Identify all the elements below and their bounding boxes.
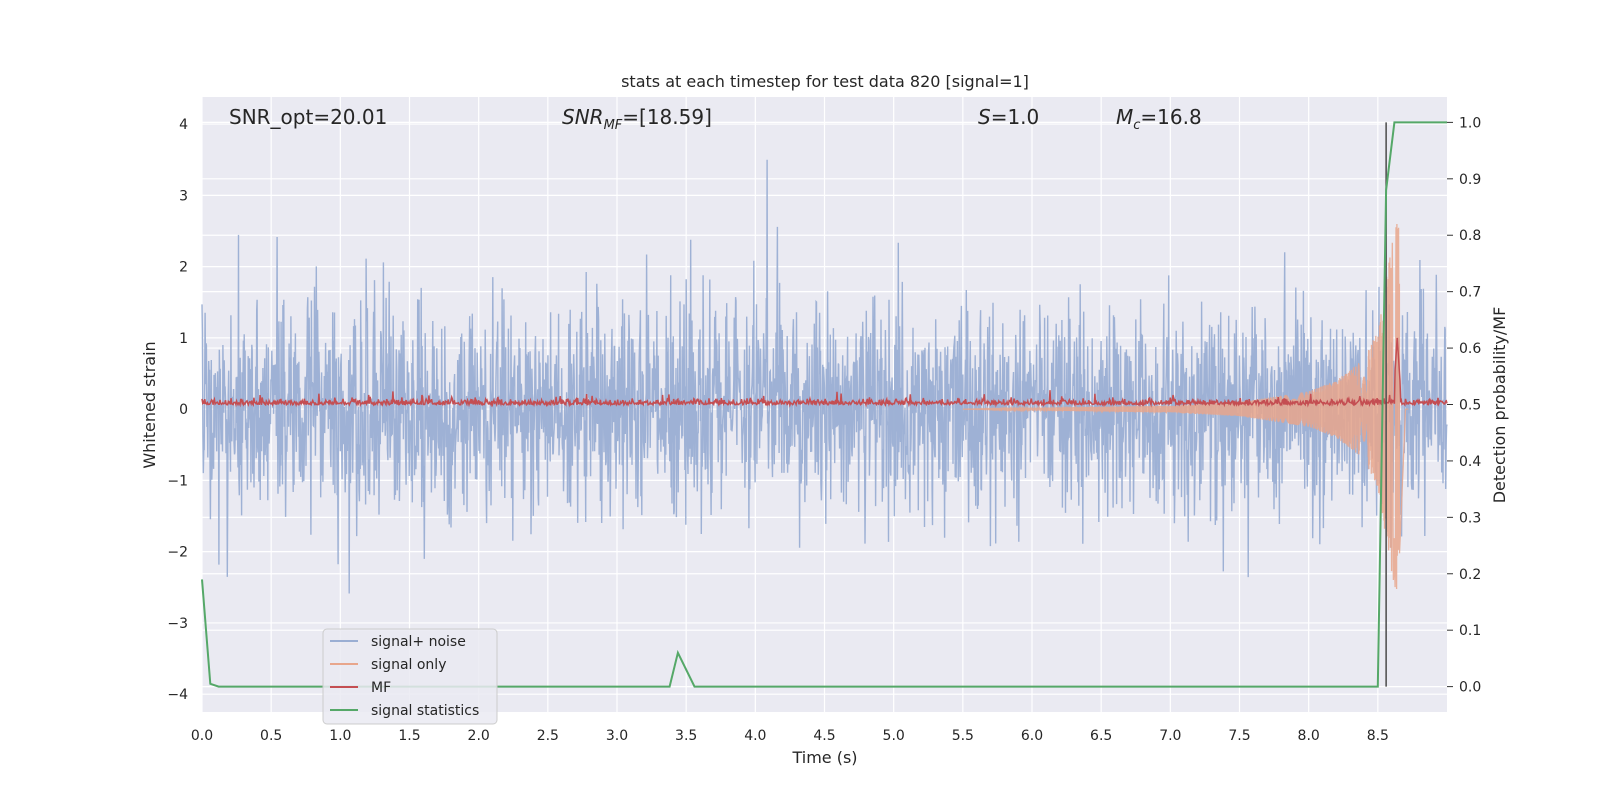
y-right-tick-label: 0.9 [1459, 172, 1481, 188]
snr-mf-rest: =[18.59] [622, 105, 712, 129]
legend-label: MF [371, 680, 391, 696]
chart-title: stats at each timestep for test data 820… [621, 72, 1029, 91]
series-signal-plus-noise [201, 159, 1448, 594]
x-tick-label: 0.0 [191, 728, 213, 744]
snr-mf-sub: MF [604, 118, 623, 133]
x-tick-label: 2.0 [468, 728, 490, 744]
y-right-tick-label: 0.2 [1459, 567, 1481, 583]
mc-sub: c [1133, 118, 1140, 133]
y-right-axis-ticks: 1.0 0.9 0.8 0.7 0.6 0.5 0.4 0.3 0.2 0.1 0.0 [1447, 115, 1481, 696]
series-mf [201, 337, 1448, 408]
x-tick-label: 6.5 [1090, 728, 1112, 744]
annotation-snr-opt: SNR_opt=20.01 [229, 105, 387, 129]
annotation-s: S=1.0 [978, 105, 1039, 129]
x-tick-label: 8.0 [1298, 728, 1320, 744]
signal-plus-noise-line [201, 159, 1448, 594]
legend: signal+ noise signal only MF signal statist… [322, 628, 498, 725]
x-axis-ticks: 0.0 0.5 1.0 1.5 2.0 2.5 3.0 3.5 4.0 4.5 5.0 5.5 6.0 6… [191, 728, 1389, 744]
y-right-tick-label: 0.8 [1459, 228, 1481, 244]
x-tick-label: 1.0 [329, 728, 351, 744]
annotation-snr-mf: SNRMF=[18.59] [562, 105, 712, 133]
y-right-axis-label: Detection probability/MF [1490, 307, 1509, 504]
series-signal-statistics [201, 121, 1447, 688]
legend-label: signal statistics [371, 703, 479, 719]
x-tick-label: 3.0 [606, 728, 628, 744]
x-tick-label: 3.5 [675, 728, 697, 744]
x-tick-label: 7.0 [1159, 728, 1181, 744]
y-left-tick-label: −2 [167, 545, 188, 561]
x-tick-label: 2.5 [537, 728, 559, 744]
y-left-tick-label: −3 [167, 616, 188, 632]
annotation-mc: Mc=16.8 [1116, 105, 1202, 133]
y-right-tick-label: 0.7 [1459, 285, 1481, 301]
y-right-tick-label: 0.1 [1459, 623, 1481, 639]
signal-only-line [962, 223, 1409, 590]
snr-mf-base: SNR [562, 105, 604, 129]
s-symbol: S [978, 105, 991, 129]
legend-box [322, 628, 498, 725]
y-right-tick-label: 0.4 [1459, 454, 1481, 470]
x-tick-label: 0.5 [260, 728, 282, 744]
legend-label: signal+ noise [371, 634, 466, 650]
x-tick-label: 5.0 [883, 728, 905, 744]
series-signal-only [962, 223, 1409, 590]
y-left-tick-label: 1 [179, 331, 188, 347]
y-right-tick-label: 0.5 [1459, 398, 1481, 414]
x-tick-label: 6.0 [1021, 728, 1043, 744]
y-left-tick-label: 4 [179, 117, 188, 133]
x-tick-label: 8.5 [1367, 728, 1389, 744]
x-tick-label: 7.5 [1228, 728, 1250, 744]
y-left-tick-label: 2 [179, 260, 188, 276]
y-right-tick-label: 0.6 [1459, 341, 1481, 357]
y-left-tick-label: 0 [179, 402, 188, 418]
y-left-tick-label: −4 [167, 687, 188, 703]
y-right-tick-label: 1.0 [1459, 115, 1481, 131]
x-axis-label: Time (s) [791, 748, 857, 767]
signal-statistics-line [201, 121, 1447, 688]
x-tick-label: 4.0 [744, 728, 766, 744]
y-left-tick-label: −1 [167, 473, 188, 489]
mc-symbol: M [1116, 105, 1133, 129]
y-right-tick-label: 0.0 [1459, 680, 1481, 696]
mc-value: =16.8 [1140, 105, 1201, 129]
s-value: =1.0 [991, 105, 1040, 129]
y-left-axis-ticks: 4 3 2 1 0 −1 −2 −3 −4 [167, 117, 188, 703]
mf-line [201, 337, 1448, 408]
x-tick-label: 4.5 [813, 728, 835, 744]
y-right-tick-label: 0.3 [1459, 510, 1481, 526]
y-left-axis-label: Whitened strain [140, 341, 159, 468]
x-tick-label: 5.5 [952, 728, 974, 744]
y-left-tick-label: 3 [179, 188, 188, 204]
legend-label: signal only [371, 657, 446, 673]
x-tick-label: 1.5 [398, 728, 420, 744]
